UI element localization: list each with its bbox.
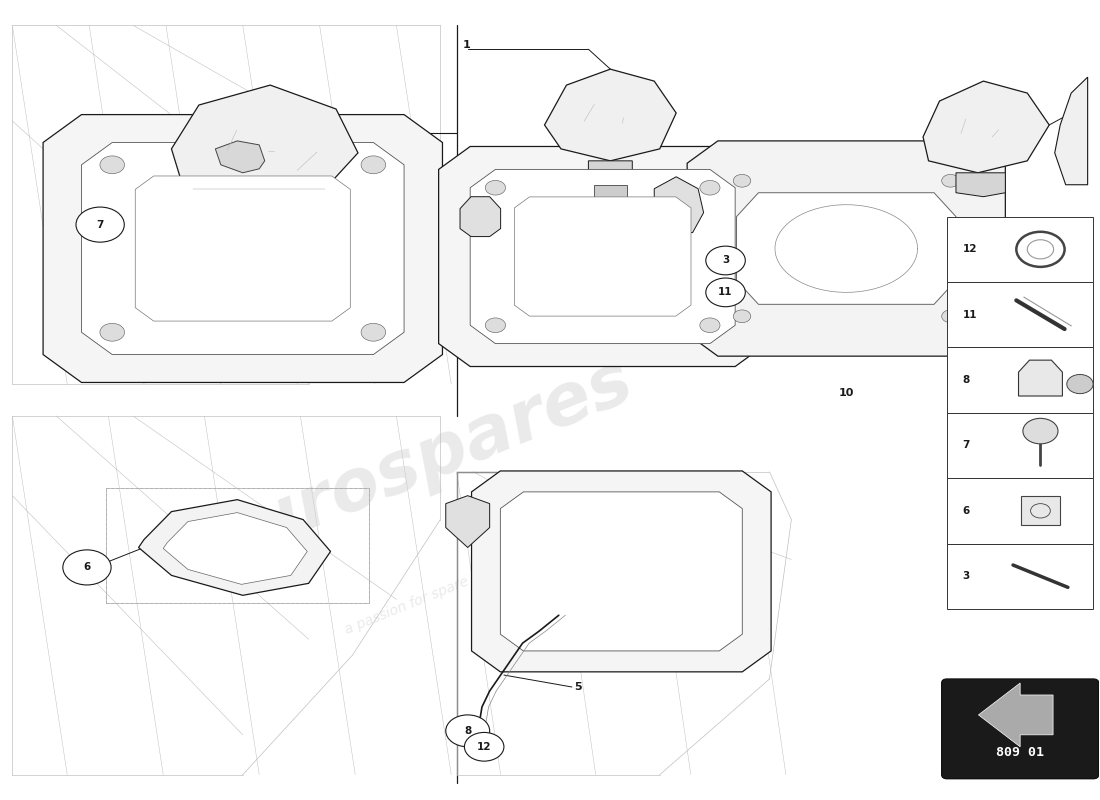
- Text: 6: 6: [84, 562, 90, 573]
- Polygon shape: [544, 69, 676, 161]
- Text: 3: 3: [722, 255, 729, 266]
- Circle shape: [1067, 374, 1093, 394]
- Polygon shape: [1019, 360, 1063, 396]
- Polygon shape: [737, 193, 956, 304]
- Polygon shape: [135, 176, 350, 321]
- Bar: [947, 282, 1093, 347]
- Circle shape: [76, 207, 124, 242]
- Polygon shape: [43, 114, 442, 382]
- Text: 7: 7: [962, 441, 970, 450]
- Bar: [947, 478, 1093, 543]
- Bar: [947, 413, 1093, 478]
- Circle shape: [942, 174, 959, 187]
- Bar: [947, 347, 1093, 413]
- Text: 7: 7: [97, 220, 103, 230]
- Bar: [947, 543, 1093, 609]
- Circle shape: [706, 278, 746, 306]
- Text: 2: 2: [462, 156, 470, 166]
- Polygon shape: [588, 161, 632, 185]
- Text: 11: 11: [962, 310, 977, 320]
- Polygon shape: [923, 81, 1049, 173]
- Polygon shape: [163, 513, 307, 584]
- FancyBboxPatch shape: [942, 679, 1099, 778]
- Circle shape: [700, 181, 720, 195]
- Text: 12: 12: [962, 244, 977, 254]
- Polygon shape: [439, 146, 767, 366]
- Text: 10: 10: [838, 388, 854, 398]
- Polygon shape: [446, 496, 490, 547]
- Text: 5: 5: [574, 682, 582, 692]
- Polygon shape: [594, 185, 627, 197]
- Polygon shape: [81, 142, 404, 354]
- Polygon shape: [654, 177, 704, 233]
- Text: eurospares: eurospares: [194, 346, 644, 582]
- Text: 8: 8: [464, 726, 471, 736]
- Circle shape: [446, 715, 490, 746]
- Text: 6: 6: [962, 506, 970, 516]
- Circle shape: [712, 250, 740, 271]
- Circle shape: [63, 550, 111, 585]
- Bar: [947, 217, 1093, 282]
- Circle shape: [1023, 418, 1058, 444]
- Circle shape: [734, 310, 751, 322]
- Polygon shape: [139, 500, 331, 595]
- Polygon shape: [216, 141, 265, 173]
- Circle shape: [361, 323, 386, 341]
- Text: 9: 9: [1075, 106, 1082, 117]
- Text: 8: 8: [962, 375, 970, 385]
- Text: 12: 12: [477, 742, 492, 752]
- Text: 4: 4: [608, 609, 616, 618]
- Polygon shape: [688, 141, 1005, 356]
- Text: 3: 3: [962, 571, 970, 581]
- Circle shape: [700, 318, 720, 333]
- Circle shape: [485, 181, 506, 195]
- Polygon shape: [1055, 77, 1088, 185]
- Circle shape: [464, 733, 504, 761]
- Text: 11: 11: [718, 287, 733, 298]
- Text: a passion for spare parts since 1984: a passion for spare parts since 1984: [342, 530, 582, 637]
- Circle shape: [100, 156, 124, 174]
- Polygon shape: [460, 197, 500, 237]
- Circle shape: [706, 246, 746, 275]
- Circle shape: [100, 323, 124, 341]
- Polygon shape: [515, 197, 691, 316]
- Polygon shape: [470, 170, 735, 343]
- Circle shape: [942, 310, 959, 322]
- Text: 809 01: 809 01: [997, 746, 1044, 759]
- Text: 1: 1: [462, 40, 470, 50]
- Polygon shape: [979, 683, 1053, 746]
- Polygon shape: [172, 85, 358, 201]
- Polygon shape: [956, 173, 1005, 197]
- Circle shape: [361, 156, 386, 174]
- Circle shape: [485, 318, 506, 333]
- Circle shape: [734, 174, 751, 187]
- Bar: [1021, 497, 1060, 525]
- Polygon shape: [500, 492, 742, 651]
- Polygon shape: [472, 471, 771, 672]
